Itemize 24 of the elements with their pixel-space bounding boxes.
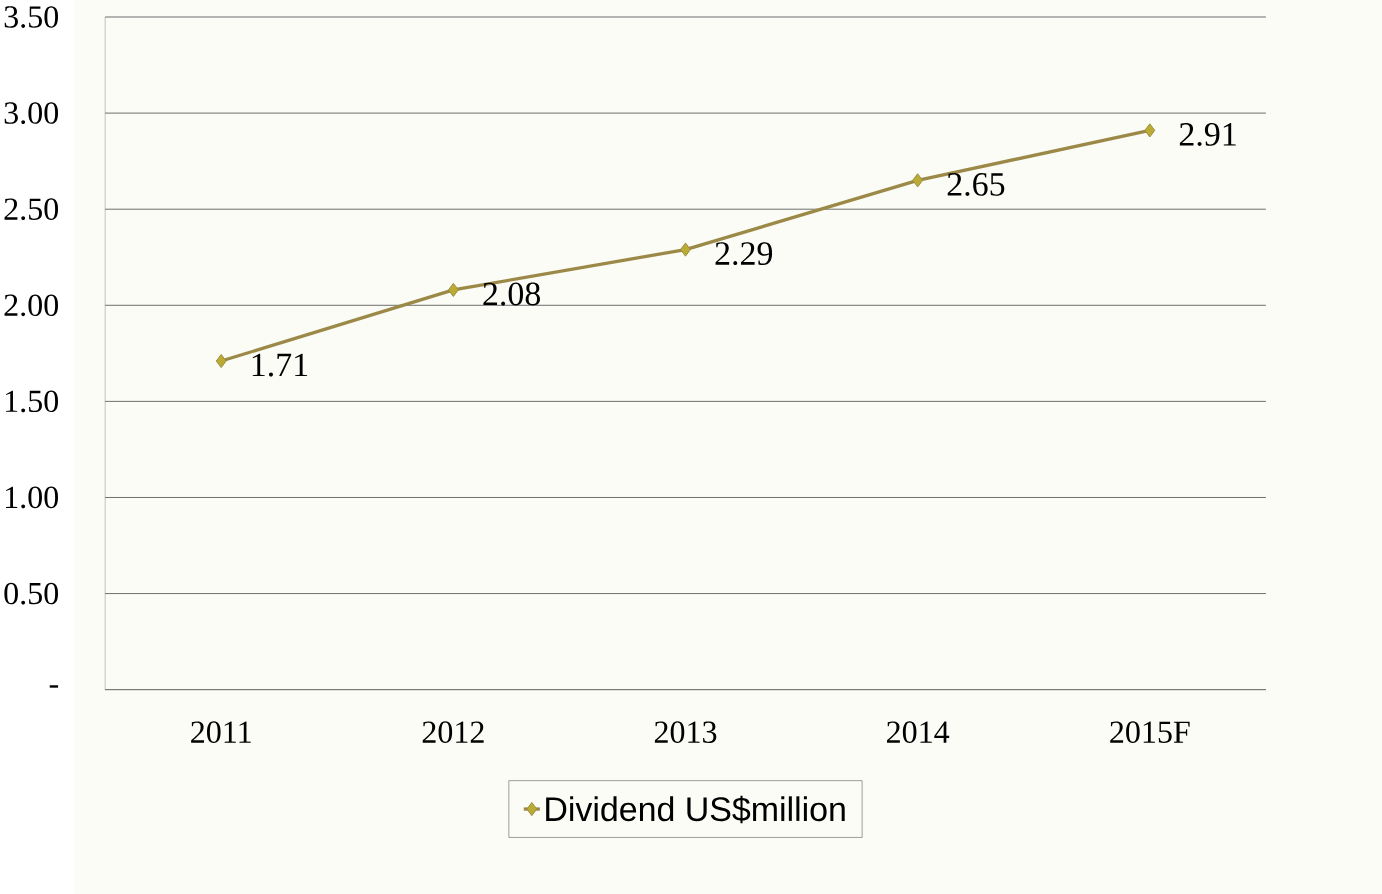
data-label: 2.91 bbox=[1179, 123, 1236, 146]
point bbox=[1144, 123, 1156, 138]
data-label: 2.08 bbox=[483, 282, 541, 306]
y-tick-label: - bbox=[49, 685, 59, 688]
point bbox=[680, 242, 691, 257]
point bbox=[447, 282, 459, 297]
y-tick-label: 1.00 bbox=[5, 486, 58, 509]
legend-label: Dividend US$million bbox=[546, 795, 845, 824]
x-tick-label: 2012 bbox=[422, 721, 484, 743]
x-tick-label: 2014 bbox=[887, 721, 950, 743]
data-label: 2.29 bbox=[715, 242, 773, 266]
data-label: 1.71 bbox=[252, 353, 308, 377]
y-tick-label: 2.00 bbox=[4, 294, 58, 317]
y-tick-label: 0.50 bbox=[4, 582, 58, 605]
data-label: 2.65 bbox=[947, 172, 1005, 196]
x-tick-label: 2015F bbox=[1110, 721, 1190, 743]
y-tick-label: 3.50 bbox=[4, 6, 58, 28]
y-tick-label: 1.50 bbox=[5, 390, 58, 413]
y-tick-label: 3.00 bbox=[4, 102, 58, 124]
y-tick-label: 2.50 bbox=[4, 198, 58, 221]
point bbox=[912, 173, 924, 188]
x-tick-label: 2011 bbox=[191, 721, 251, 743]
x-tick-label: 2013 bbox=[654, 721, 717, 743]
point bbox=[215, 353, 227, 369]
